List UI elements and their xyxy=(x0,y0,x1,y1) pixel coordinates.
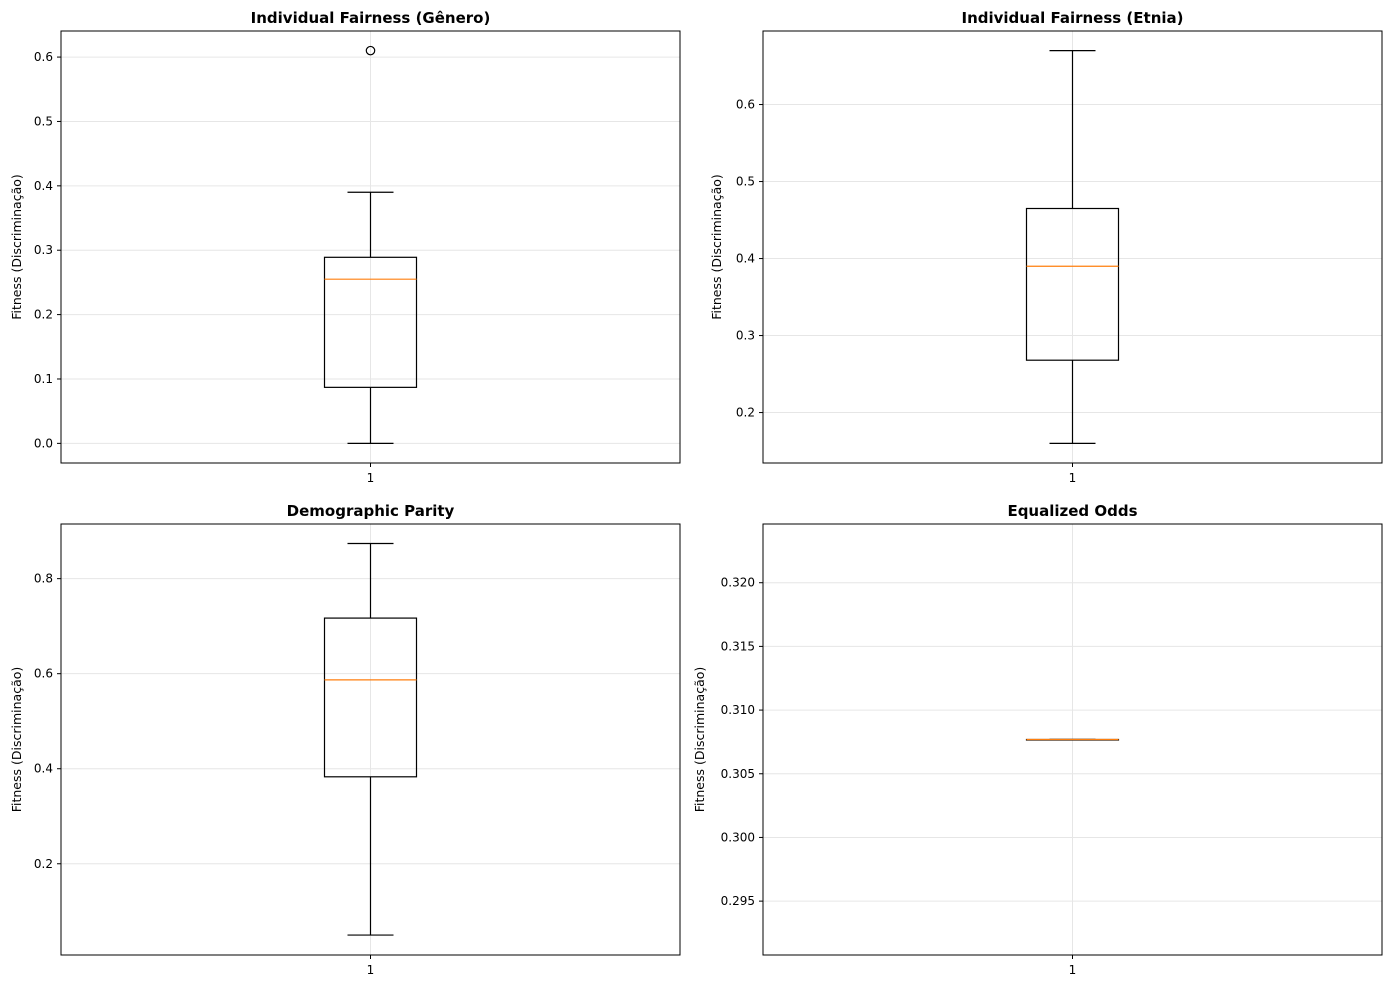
chart-title: Individual Fairness (Gênero) xyxy=(251,9,491,27)
y-tick-label: 0.4 xyxy=(34,762,53,776)
x-tick-label: 1 xyxy=(1069,963,1077,977)
y-tick-label: 0.2 xyxy=(34,308,53,322)
chart-panel-4: 0.295 0.300 0.305 0.310 0.315 0.320 1 Equalized… xyxy=(692,502,1383,977)
chart-panel-3: 0.2 0.4 0.6 0.8 1 Demographic Parity Fitness (… xyxy=(9,502,681,977)
chart-title: Demographic Parity xyxy=(287,502,455,520)
y-tick-label: 0.5 xyxy=(34,114,53,128)
chart-title: Individual Fairness (Etnia) xyxy=(962,9,1184,27)
y-tick-label: 0.1 xyxy=(34,372,53,386)
iqr-box xyxy=(1025,207,1120,361)
y-tick-label: 0.3 xyxy=(34,243,53,257)
chart-panel-1: 0.0 0.1 0.2 0.3 0.4 0.5 0.6 1 Individual Fairnes… xyxy=(9,9,681,485)
y-tick-label: 0.315 xyxy=(721,639,755,653)
y-tick-label: 0.4 xyxy=(736,252,755,266)
outlier-point xyxy=(365,45,376,56)
y-tick-label: 0.5 xyxy=(736,175,755,189)
x-tick-label: 1 xyxy=(1069,471,1077,485)
y-tick-label: 0.0 xyxy=(34,436,53,450)
y-tick-label: 0.4 xyxy=(34,179,53,193)
y-axis-label: Fitness (Discriminação) xyxy=(709,174,724,320)
y-tick-label: 0.305 xyxy=(721,767,755,781)
y-tick-label: 0.6 xyxy=(736,98,755,112)
y-tick-label: 0.320 xyxy=(721,576,755,590)
y-tick-label: 0.3 xyxy=(736,329,755,343)
y-tick-label: 0.295 xyxy=(721,894,755,908)
y-axis-label: Fitness (Discriminação) xyxy=(692,667,707,813)
y-axis-label: Fitness (Discriminação) xyxy=(9,174,24,320)
iqr-box xyxy=(323,617,418,778)
y-axis-label: Fitness (Discriminação) xyxy=(9,667,24,813)
x-tick-label: 1 xyxy=(367,963,375,977)
y-tick-label: 0.310 xyxy=(721,703,755,717)
y-tick-label: 0.6 xyxy=(34,667,53,681)
iqr-box xyxy=(323,256,418,388)
y-tick-label: 0.2 xyxy=(736,406,755,420)
chart-panel-2: 0.2 0.3 0.4 0.5 0.6 1 Individual Fairness (Etn… xyxy=(709,9,1383,485)
y-tick-label: 0.8 xyxy=(34,572,53,586)
y-tick-label: 0.2 xyxy=(34,857,53,871)
y-tick-label: 0.6 xyxy=(34,50,53,64)
x-tick-label: 1 xyxy=(367,471,375,485)
y-tick-label: 0.300 xyxy=(721,830,755,844)
chart-title: Equalized Odds xyxy=(1007,502,1137,520)
